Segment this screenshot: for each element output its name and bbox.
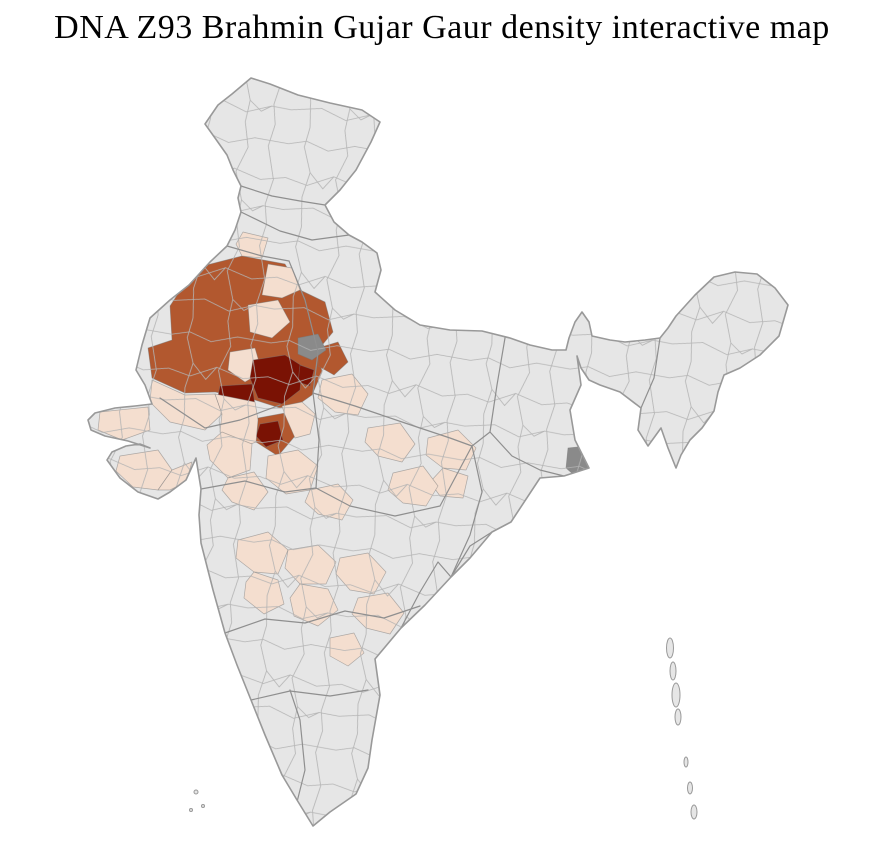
district-metro[interactable] [565,445,597,483]
page-title: DNA Z93 Brahmin Gujar Gaur density inter… [54,9,830,46]
lakshadweep-islands[interactable] [189,789,205,812]
andaman-nicobar-islands[interactable] [666,637,698,820]
